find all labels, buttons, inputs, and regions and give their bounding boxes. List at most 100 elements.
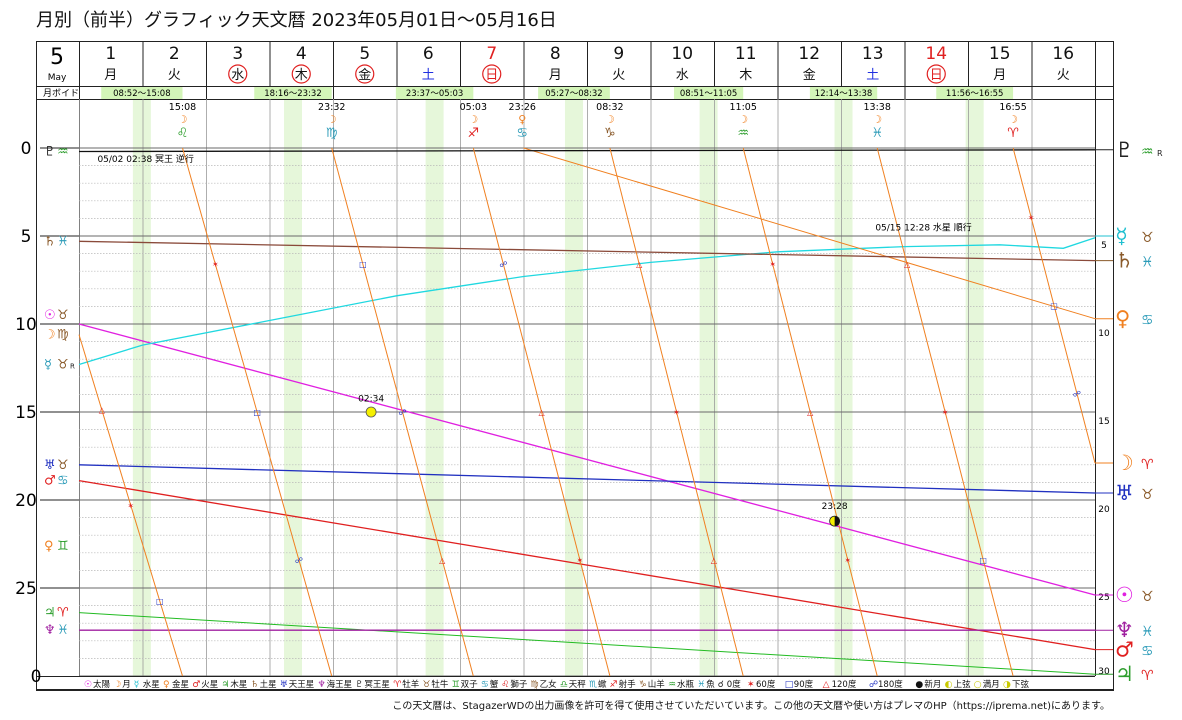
left-planet-label: ♊ xyxy=(57,539,69,554)
ingress-planet: ☽ xyxy=(468,113,478,126)
ingress-sign: ♈ xyxy=(1007,126,1019,141)
legend-label: 月 xyxy=(122,680,131,690)
void-period xyxy=(936,87,1014,99)
legend-symbol: ♑ xyxy=(639,680,647,690)
day-weekday: 土 xyxy=(422,68,435,83)
right-planet-sign: ♈ xyxy=(1141,457,1154,473)
aspect-marker: ☍ xyxy=(1073,390,1081,399)
legend-symbol: ♉ xyxy=(422,680,430,690)
void-period xyxy=(101,87,183,99)
legend-label: 土星 xyxy=(260,679,277,690)
void-period xyxy=(673,87,744,99)
legend-label: 乙女 xyxy=(540,679,558,690)
day-weekday: 木 xyxy=(739,68,752,83)
series-line-火星 xyxy=(78,479,1096,651)
chart-annotation: 23:28 xyxy=(822,502,848,512)
legend-symbol: ♀ xyxy=(163,680,170,690)
y-tick-right: 10 xyxy=(1098,329,1110,339)
day-weekday: 火 xyxy=(612,68,625,83)
legend-label: 蠍 xyxy=(598,679,607,690)
legend-label: 火星 xyxy=(201,680,218,690)
ingress-planet: ♀ xyxy=(518,113,526,126)
aspect-marker: ✶ xyxy=(212,260,219,269)
aspect-marker: ✶ xyxy=(769,260,776,269)
legend-symbol: ♂ xyxy=(192,680,200,690)
day-number: 13 xyxy=(862,44,884,64)
series-line-木星 xyxy=(78,612,1096,675)
aspect-marker: ✶ xyxy=(844,556,851,565)
day-number: 2 xyxy=(169,44,180,64)
left-planet-label: ♒ xyxy=(57,145,69,160)
left-planet-label: ♈ xyxy=(57,606,69,621)
aspect-marker: ☍ xyxy=(295,556,303,565)
y-tick-right: 25 xyxy=(1098,593,1109,603)
ingress-sign: ♒ xyxy=(737,126,749,141)
left-planet-label: ♃ xyxy=(44,606,56,621)
holiday-circle xyxy=(291,64,311,84)
ingress-sign: ♐ xyxy=(468,126,480,141)
series-line-月 xyxy=(876,147,1014,677)
day-weekday: 月 xyxy=(104,68,117,83)
legend-symbol: ♄ xyxy=(251,680,259,690)
day-weekday: 水 xyxy=(231,68,244,83)
legend-label: 水瓶 xyxy=(677,679,695,690)
aspect-marker: ✶ xyxy=(1028,213,1035,222)
chart-annotation: 05/15 12:28 水星 順行 xyxy=(875,222,971,234)
series-line-水星 xyxy=(78,237,1096,366)
legend-symbol: ♃ xyxy=(221,680,229,690)
right-planet-glyph: ♂ xyxy=(1115,638,1134,662)
legend-label: 双子 xyxy=(461,680,479,690)
right-planet-sign: ♒ xyxy=(1141,144,1154,160)
y-tick-right: 20 xyxy=(1098,505,1110,515)
day-number: 1 xyxy=(105,44,116,64)
aspect-marker: □ xyxy=(1050,302,1058,311)
legend-label: 山羊 xyxy=(648,679,666,690)
holiday-circle xyxy=(355,64,375,84)
legend-symbol: ♈ xyxy=(393,680,402,690)
series-line-月 xyxy=(742,147,878,677)
ingress-sign: ♓ xyxy=(871,126,883,141)
aspect-marker: □ xyxy=(253,408,261,417)
left-planet-label: ♂ xyxy=(44,474,56,489)
holiday-circle xyxy=(482,64,502,84)
series-line-月 xyxy=(472,147,611,677)
aspect-marker: △ xyxy=(636,260,643,269)
ingress-time: 13:38 xyxy=(863,102,890,113)
y-tick-left: 10 xyxy=(15,315,37,335)
legend-symbol: ♋ xyxy=(481,680,489,690)
day-number: 3 xyxy=(232,44,243,64)
aspect-marker: □ xyxy=(156,597,164,606)
void-bands xyxy=(132,92,984,676)
ingress-time: 11:05 xyxy=(730,102,757,113)
void-period xyxy=(809,87,878,99)
left-planet-label: ♉ xyxy=(57,357,69,372)
aspect-marker: ✶ xyxy=(576,556,583,565)
series-line-月 xyxy=(182,147,333,677)
series-line-月 xyxy=(78,334,183,677)
aspect-marker: □ xyxy=(979,556,987,565)
void-band xyxy=(834,92,853,676)
aspect-marker: ☍ xyxy=(499,260,507,269)
retrograde-mark: R xyxy=(1157,149,1163,158)
ingress-planet: ☽ xyxy=(1008,113,1018,126)
day-weekday: 金 xyxy=(358,67,371,83)
aspect-marker: △ xyxy=(439,556,446,565)
ingress-time: 16:55 xyxy=(999,102,1026,113)
left-planet-label: ♅ xyxy=(44,458,56,473)
day-number: 7 xyxy=(486,44,497,64)
right-planet-glyph: ♄ xyxy=(1115,249,1134,273)
month-number: 5 xyxy=(50,45,64,70)
legend-label: 射手 xyxy=(619,679,637,690)
void-period-label: 12:14～13:38 xyxy=(815,89,873,99)
legend-symbol: ♆ xyxy=(318,680,326,690)
legend-label: 海王星 xyxy=(327,679,353,690)
ingress-sign: ♋ xyxy=(516,126,528,141)
right-planet-sign: ♉ xyxy=(1141,589,1154,605)
legend-label: 120度 xyxy=(832,679,857,690)
right-planet-glyph: ♇ xyxy=(1115,138,1134,162)
day-number: 6 xyxy=(423,44,434,64)
ingress-planet: ☽ xyxy=(605,113,615,126)
right-planet-sign: ♋ xyxy=(1141,644,1154,660)
legend-label: 満月 xyxy=(983,680,1000,690)
